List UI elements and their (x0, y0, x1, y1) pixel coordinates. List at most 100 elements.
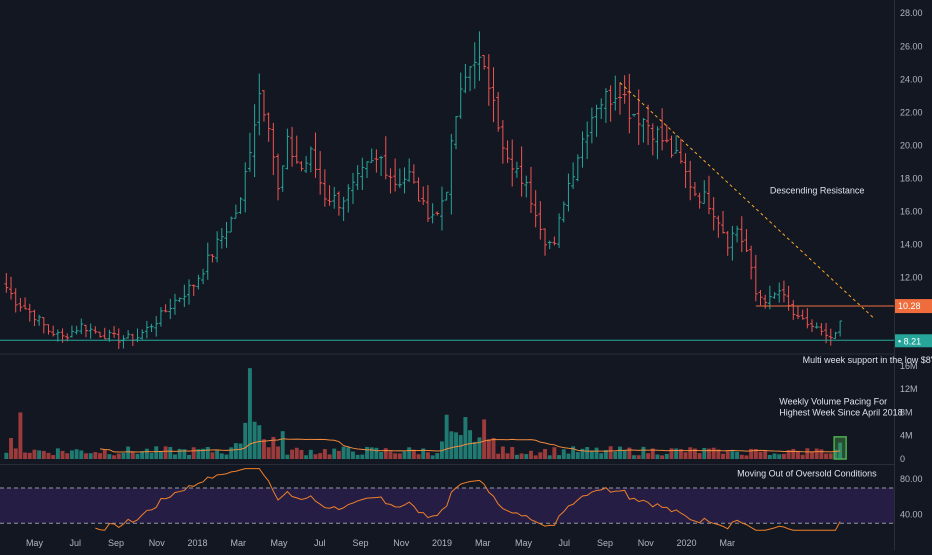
volume-bar (65, 453, 70, 459)
price-bar (158, 307, 163, 327)
annotation-descending-resistance: Descending Resistance (770, 185, 865, 195)
price-bar (753, 254, 758, 302)
volume-bar (664, 453, 669, 459)
volume-bar (538, 452, 543, 459)
price-bar (735, 225, 740, 243)
price-bar (219, 228, 224, 249)
price-bar (327, 185, 332, 206)
volume-bar (796, 450, 800, 459)
price-bar (360, 157, 365, 191)
volume-bar (739, 454, 744, 459)
price-bar (37, 314, 42, 326)
volume-bar (32, 449, 37, 459)
volume-bar (566, 453, 571, 459)
price-bar (46, 324, 51, 335)
volume-bar (243, 422, 248, 459)
volume-bar (599, 453, 604, 459)
price-bar (646, 104, 651, 146)
price-bar (374, 149, 379, 173)
volume-bar (711, 447, 716, 459)
price-bar (627, 73, 632, 134)
x-tick-label: Nov (393, 538, 410, 548)
annotation-volume-pacing: Highest Week Since April 2018 (779, 407, 902, 417)
volume-tick-label: 4M (900, 431, 913, 441)
price-bar (505, 140, 510, 163)
price-bar (261, 90, 266, 122)
rsi-tick-label: 80.00 (900, 474, 923, 484)
price-bar (191, 284, 196, 297)
price-bar (585, 121, 590, 160)
price-bar (500, 120, 505, 164)
price-bar (463, 64, 468, 94)
price-bar (182, 284, 187, 308)
price-bar (121, 335, 126, 349)
price-bar (800, 309, 805, 320)
volume-bar (140, 451, 145, 459)
price-bar (669, 135, 674, 158)
price-bar (435, 211, 440, 216)
price-bar (355, 165, 360, 190)
price-bar (491, 67, 496, 123)
support-price-label-bg (895, 334, 932, 348)
price-bar (725, 231, 730, 256)
price-bar (411, 164, 416, 184)
price-bar (749, 245, 754, 280)
volume-bar (838, 442, 843, 459)
price-bar (299, 161, 304, 172)
volume-bar (351, 451, 355, 459)
price-bar (561, 201, 566, 223)
volume-bar (37, 450, 42, 459)
price-bar (88, 323, 93, 339)
volume-bar (121, 452, 126, 459)
price-bar (32, 309, 37, 327)
price-bar (744, 229, 749, 252)
price-bar (285, 128, 290, 170)
volume-bar (266, 447, 271, 459)
price-bar (805, 308, 810, 329)
price-bar (27, 303, 32, 322)
price-bar (617, 82, 622, 115)
price-bar (102, 327, 107, 340)
volume-bar (449, 431, 454, 459)
volume-bar (435, 453, 440, 459)
price-bar (449, 133, 454, 215)
x-tick-label: 2018 (187, 538, 207, 548)
volume-bar (149, 452, 154, 459)
volume-bar (23, 452, 28, 459)
volume-bar (425, 452, 430, 459)
volume-bar (322, 449, 327, 459)
x-tick-label: Mar (719, 538, 735, 548)
volume-bar (98, 453, 102, 459)
price-bar (116, 328, 121, 350)
price-bar (716, 215, 721, 238)
price-bar (126, 330, 131, 339)
price-bar (795, 306, 800, 320)
price-bar (552, 236, 557, 246)
price-bar (519, 146, 524, 197)
volume-highlight-fill (834, 436, 847, 459)
volume-bar (107, 454, 112, 459)
volume-bar (585, 447, 590, 459)
x-tick-label: Nov (638, 538, 655, 548)
price-bar (421, 186, 426, 205)
price-tick-label: 22.00 (900, 107, 923, 117)
price-bar (810, 319, 815, 332)
volume-bar (285, 454, 290, 459)
volume-bar (641, 446, 646, 459)
x-tick-label: 2020 (676, 538, 696, 548)
volume-bar (613, 451, 618, 459)
price-bar (650, 123, 655, 156)
price-bar (393, 158, 398, 192)
price-bar (486, 54, 491, 106)
x-tick-label: May (515, 538, 533, 548)
volume-bar (678, 449, 683, 459)
volume-bar (810, 451, 814, 459)
volume-bar (543, 449, 547, 459)
volume-bar (721, 453, 725, 459)
price-bar (781, 280, 786, 303)
price-bar (383, 136, 388, 180)
price-bar (4, 272, 9, 293)
volume-bar (618, 446, 622, 459)
price-tick-label: 14.00 (900, 240, 923, 250)
volume-bar (74, 449, 79, 459)
